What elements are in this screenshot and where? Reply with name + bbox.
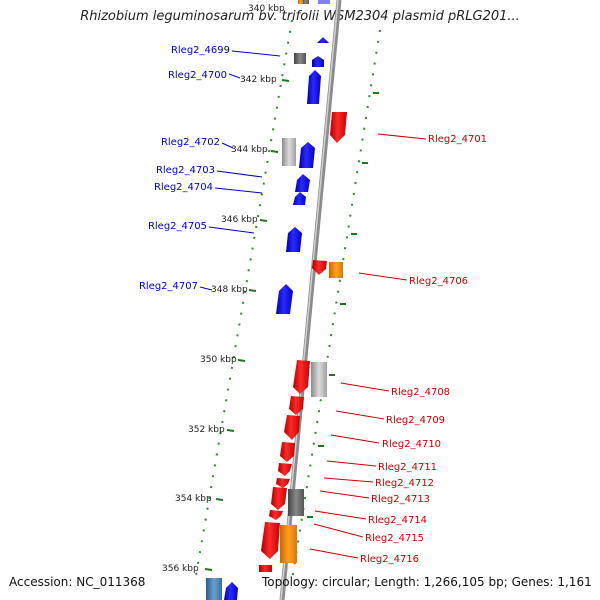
gene-label-rleg2-4716[interactable]: Rleg2_4716 <box>360 554 419 565</box>
scale-label: 352 kbp <box>188 425 225 435</box>
gene-label-rleg2-4708[interactable]: Rleg2_4708 <box>391 387 450 398</box>
left-leader-lines <box>199 50 281 291</box>
gene-label-rleg2-4714[interactable]: Rleg2_4714 <box>368 515 427 526</box>
right-leader-lines <box>309 133 427 559</box>
topology-label: Topology: <box>262 575 319 589</box>
left-gene-labels: Rleg2_4699 Rleg2_4700 Rleg2_4702 Rleg2_4… <box>139 45 230 292</box>
gene-arrow-rleg2-4700[interactable] <box>307 70 321 104</box>
gene-arrow-rleg2-4705[interactable] <box>286 227 302 252</box>
gene-feature-grey[interactable] <box>282 138 296 166</box>
gene-arrow-rleg2-4716[interactable] <box>261 522 280 559</box>
gene-feature-teal[interactable] <box>206 578 222 600</box>
scale-label: 346 kbp <box>221 215 258 225</box>
scale-label: 342 kbp <box>240 75 277 85</box>
right-gene-labels: Rleg2_4701 Rleg2_4706 Rleg2_4708 Rleg2_4… <box>360 134 487 565</box>
gene-feature-top-blue[interactable] <box>318 0 330 4</box>
genes-value: 1,161 <box>557 575 592 589</box>
genome-summary: Topology: circular; Length: 1,266,105 bp… <box>262 575 592 589</box>
gene-arrow-rleg2-4701[interactable] <box>330 112 347 143</box>
gene-arrow-rleg2-4711[interactable] <box>280 442 295 462</box>
gene-label-rleg2-4705[interactable]: Rleg2_4705 <box>148 221 207 232</box>
gene-arrow-rleg2-4699[interactable] <box>312 56 324 67</box>
gene-arrow-rleg2-4702[interactable] <box>299 142 315 168</box>
gene-label-rleg2-4699[interactable]: Rleg2_4699 <box>171 45 230 56</box>
genes-label: Genes: <box>511 575 554 589</box>
gene-arrow-rleg2-4703[interactable] <box>295 174 310 192</box>
scale-label: 350 kbp <box>200 355 237 365</box>
gene-label-rleg2-4702[interactable]: Rleg2_4702 <box>161 137 220 148</box>
gene-arrow-rleg2-4712[interactable] <box>278 463 292 476</box>
gene-feature-top-grey[interactable] <box>302 0 309 4</box>
gene-label-rleg2-4709[interactable]: Rleg2_4709 <box>386 415 445 426</box>
gene-label-rleg2-4713[interactable]: Rleg2_4713 <box>371 494 430 505</box>
gene-label-rleg2-4711[interactable]: Rleg2_4711 <box>378 462 437 473</box>
gene-arrow-forward[interactable] <box>224 582 238 600</box>
map-title: Rhizobium leguminosarum bv. trifolii WSM… <box>80 9 520 24</box>
length-value: 1,266,105 bp <box>423 575 504 589</box>
gene-arrow-forward[interactable] <box>317 37 329 43</box>
gene-arrow-rleg2-4704[interactable] <box>293 192 306 205</box>
gene-feature-orange[interactable] <box>329 262 343 278</box>
gene-feature-top-orange[interactable] <box>298 0 303 4</box>
scale-labels: 340 kbp 342 kbp 344 kbp 346 kbp 348 kbp … <box>162 4 285 574</box>
accession-info: Accession: NC_011368 <box>9 575 145 589</box>
scale-label: 340 kbp <box>248 4 285 14</box>
topology-value: circular <box>321 575 367 589</box>
gene-label-rleg2-4712[interactable]: Rleg2_4712 <box>375 478 434 489</box>
scale-ticks <box>204 79 379 571</box>
gene-arrow-rleg2-4708[interactable] <box>293 360 310 394</box>
gene-arrow-rleg2-4715[interactable] <box>269 510 283 520</box>
length-label: Length: <box>374 575 420 589</box>
gene-label-rleg2-4703[interactable]: Rleg2_4703 <box>156 165 215 176</box>
accession-value: NC_011368 <box>76 575 146 589</box>
gene-label-rleg2-4706[interactable]: Rleg2_4706 <box>409 276 468 287</box>
gene-label-rleg2-4701[interactable]: Rleg2_4701 <box>428 134 487 145</box>
gene-label-rleg2-4710[interactable]: Rleg2_4710 <box>382 439 441 450</box>
accession-label: Accession: <box>9 575 73 589</box>
scale-label: 344 kbp <box>231 145 268 155</box>
scale-label: 354 kbp <box>175 494 212 504</box>
gene-feature-orange[interactable] <box>280 525 297 563</box>
scale-label: 348 kbp <box>211 285 248 295</box>
gene-arrow-rleg2-4714[interactable] <box>271 487 287 510</box>
scale-label: 356 kbp <box>162 564 199 574</box>
gene-feature-dark-grey[interactable] <box>288 489 304 516</box>
gene-label-rleg2-4704[interactable]: Rleg2_4704 <box>154 182 213 193</box>
gene-arrow-rleg2-4706[interactable] <box>312 260 327 275</box>
reverse-genes <box>259 112 347 572</box>
gene-label-rleg2-4707[interactable]: Rleg2_4707 <box>139 281 198 292</box>
gene-feature-grey[interactable] <box>294 53 306 64</box>
gene-label-rleg2-4700[interactable]: Rleg2_4700 <box>168 70 227 81</box>
gene-arrow-rleg2-4713[interactable] <box>276 478 290 488</box>
gene-arrow-rleg2-4710[interactable] <box>284 415 300 440</box>
forward-genes <box>206 37 329 600</box>
gene-label-rleg2-4715[interactable]: Rleg2_4715 <box>365 533 424 544</box>
gene-feature-red-partial[interactable] <box>259 565 272 572</box>
gene-arrow-rleg2-4709[interactable] <box>289 396 304 415</box>
gene-feature-grey[interactable] <box>311 362 327 397</box>
gene-arrow-rleg2-4707[interactable] <box>276 284 293 314</box>
